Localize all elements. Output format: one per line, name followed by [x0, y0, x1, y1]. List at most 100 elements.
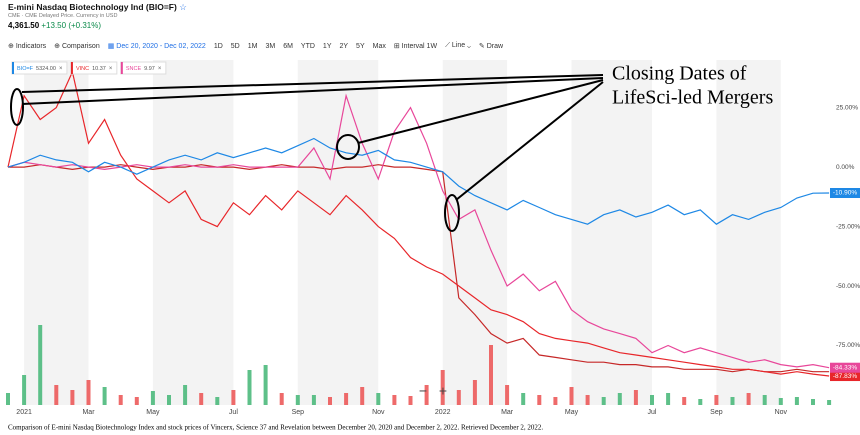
- label: Line: [451, 42, 466, 49]
- period-btn[interactable]: 5D: [230, 42, 240, 50]
- period-btn[interactable]: 2Y: [339, 42, 349, 50]
- period-btn[interactable]: 1M: [247, 42, 258, 50]
- legend-label: BIO=F: [17, 66, 34, 72]
- chip-swatch: [120, 62, 123, 74]
- volume-bar: [6, 393, 10, 405]
- volume-bar: [408, 396, 413, 405]
- line-btn[interactable]: ⟋ Line ⌄: [445, 42, 471, 49]
- series-line: [7, 70, 830, 377]
- comparison-btn[interactable]: ⊕ Comparison: [54, 43, 100, 50]
- y-tick-label: -75.00%: [836, 342, 860, 349]
- label: Draw: [486, 43, 504, 50]
- chip-close[interactable]: ×: [59, 66, 63, 72]
- volume-bar: [794, 397, 799, 405]
- volume-bar: [231, 390, 236, 405]
- volume-bar: [778, 398, 783, 405]
- period-btn[interactable]: 1Y: [322, 42, 332, 50]
- legend-label: SNCE: [126, 66, 142, 72]
- annotation: LifeSci-led Mergers: [612, 87, 773, 109]
- period-btn[interactable]: Max: [372, 42, 386, 50]
- volume-bar: [279, 393, 284, 405]
- annotation: Closing Dates of: [612, 63, 747, 85]
- series-line: [7, 137, 830, 225]
- chip-close[interactable]: ×: [158, 66, 162, 72]
- chip-swatch: [70, 62, 73, 74]
- series-line: [8, 164, 830, 373]
- periods: 1D 5D 1M 3M 6M YTD 1Y 2Y 5Y Max: [214, 43, 386, 50]
- legend-chip[interactable]: SNCE 9.97 ×: [120, 61, 167, 75]
- end-tag-label: -87.83%: [833, 373, 857, 380]
- volume-bar: [70, 390, 75, 405]
- volume-bar: [328, 397, 332, 405]
- volume-bar: [617, 393, 622, 405]
- x-tick-label: May: [146, 409, 160, 416]
- label: Dec 20, 2020 - Dec 02, 2022: [116, 43, 206, 50]
- zoom-out[interactable]: −: [419, 383, 427, 399]
- volume-bar: [118, 395, 123, 405]
- volume-bar: [167, 395, 171, 405]
- chart-layer: 2021 Mar May Jul Sep Nov 2022 Mar May Jul Sep Nov 25…: [6, 61, 860, 416]
- volume-bar: [247, 370, 252, 405]
- period-btn[interactable]: YTD: [300, 42, 315, 50]
- volume-bar: [199, 393, 204, 405]
- volume-bar: [215, 397, 220, 405]
- label: Interval 1W: [401, 43, 438, 50]
- legend-chip[interactable]: BIO=F 5324.00 ×: [11, 61, 68, 75]
- end-tag-label: -10.90%: [833, 190, 857, 197]
- volume-bar: [263, 365, 268, 405]
- volume-bar: [601, 397, 606, 405]
- legend-label: VINC: [76, 66, 89, 72]
- volume-bar: [537, 395, 542, 405]
- month-band: [297, 60, 379, 405]
- volume-bar: [440, 370, 445, 405]
- month-band: [571, 60, 652, 405]
- period-btn[interactable]: 1D: [213, 42, 223, 50]
- volume-bar: [54, 385, 59, 405]
- volume-bar: [505, 385, 510, 405]
- volume-bar: [392, 395, 397, 405]
- title: E-mini Nasdaq Biotechnology Ind (BIO=F) …: [8, 2, 187, 13]
- volume-bar: [86, 380, 91, 405]
- x-tick-label: Sep: [292, 409, 305, 416]
- legend-chip[interactable]: VINC 10.37 ×: [70, 61, 118, 75]
- volume-bar: [376, 393, 381, 405]
- x-tick-label: 2021: [16, 409, 32, 416]
- volume-bar: [827, 400, 832, 405]
- star-icon[interactable]: ☆: [179, 2, 187, 12]
- x-tick-label: Mar: [501, 409, 514, 416]
- volume-bar: [714, 395, 719, 405]
- annotation-shapes: [10, 74, 604, 232]
- period-btn[interactable]: 6M: [283, 42, 293, 50]
- volume-bar: [150, 391, 155, 405]
- period-btn[interactable]: 3M: [265, 42, 276, 50]
- chip-close[interactable]: ×: [109, 66, 113, 72]
- interval-btn[interactable]: ⊞ Interval 1W: [393, 43, 438, 50]
- y-tick-label: -25.00%: [836, 223, 860, 230]
- volume-bar: [811, 399, 815, 405]
- volume-bar: [698, 399, 703, 405]
- bands: [24, 60, 781, 405]
- change: +13.50: [41, 21, 67, 30]
- x-tick-label: Sep: [710, 409, 723, 416]
- quote: 4,361.50 +13.50 (+0.31%): [8, 21, 101, 30]
- volume-bar: [762, 395, 767, 405]
- volume-bar: [424, 385, 429, 405]
- end-tag: [830, 188, 860, 199]
- range-btn[interactable]: ▦ Dec 20, 2020 - Dec 02, 2022: [107, 43, 206, 50]
- volume-bar: [38, 325, 43, 405]
- price: 4,361.50: [8, 21, 40, 30]
- legend-quote: 5324.00: [36, 66, 56, 72]
- indicators-btn[interactable]: ⊕ Indicators: [8, 43, 47, 50]
- volume-bar: [102, 387, 107, 405]
- zoom-in[interactable]: +: [439, 383, 447, 399]
- end-tag-label: -84.33%: [833, 364, 857, 371]
- draw-btn[interactable]: ✎ Draw: [478, 43, 504, 50]
- subtitle: CME · CME Delayed Price. Currency in USD: [8, 13, 118, 19]
- oval: [10, 88, 24, 126]
- period-btn[interactable]: 5Y: [356, 42, 365, 50]
- volume-bar: [746, 393, 751, 405]
- legend-quote: 9.97: [144, 66, 155, 72]
- volume-bar: [730, 397, 735, 405]
